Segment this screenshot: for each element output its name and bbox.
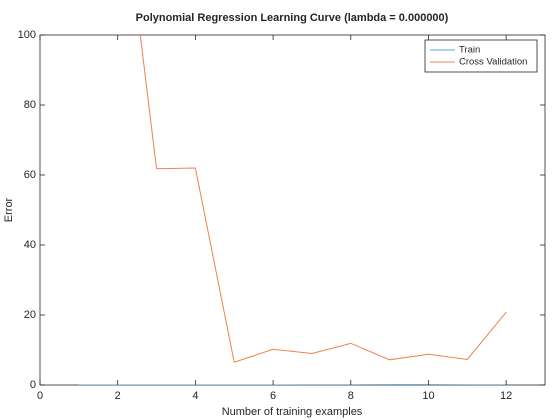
x-tick-label: 8 bbox=[348, 390, 354, 402]
y-axis-label: Error bbox=[3, 197, 15, 222]
y-tick-label: 100 bbox=[18, 29, 36, 41]
y-tick-label: 60 bbox=[24, 169, 36, 181]
legend-label: Train bbox=[459, 45, 480, 56]
chart-title: Polynomial Regression Learning Curve (la… bbox=[136, 12, 449, 24]
x-tick-label: 10 bbox=[422, 390, 434, 402]
legend-box bbox=[424, 39, 538, 73]
y-tick-label: 0 bbox=[30, 379, 36, 391]
x-tick-label: 2 bbox=[115, 390, 121, 402]
plot-lines bbox=[78, 35, 507, 385]
x-tick-label: 0 bbox=[37, 390, 43, 402]
y-tick-label: 40 bbox=[24, 239, 36, 251]
x-tick-label: 6 bbox=[270, 390, 276, 402]
plot-area bbox=[39, 34, 546, 386]
series-line bbox=[139, 35, 507, 363]
y-tick-label: 80 bbox=[24, 99, 36, 111]
y-tick-label: 20 bbox=[24, 309, 36, 321]
legend-label: Cross Validation bbox=[459, 57, 527, 68]
x-axis-label: Number of training examples bbox=[222, 406, 363, 418]
x-tick-label: 4 bbox=[192, 390, 198, 402]
x-tick-label: 12 bbox=[500, 390, 512, 402]
